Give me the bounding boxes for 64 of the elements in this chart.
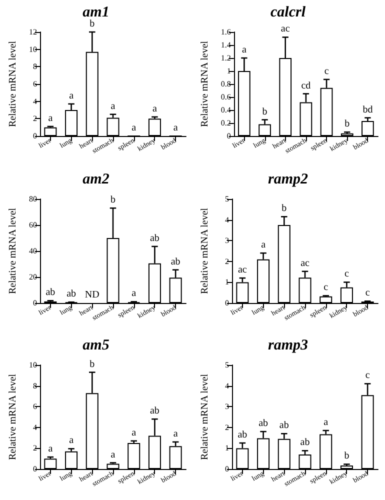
- annotation: ab: [300, 438, 310, 449]
- annotation: c: [365, 370, 370, 382]
- annotation: a: [173, 122, 178, 134]
- y-tick-label: 0.8: [220, 80, 231, 88]
- chart-title: ramp2: [268, 171, 308, 188]
- annotation: c: [344, 268, 350, 280]
- annotation: ab: [150, 232, 160, 244]
- chart-title: ramp3: [268, 338, 308, 354]
- y-tick-label: 20: [29, 272, 37, 282]
- y-tick-label: 12: [29, 28, 37, 36]
- annotation: a: [69, 90, 74, 102]
- y-tick-label: 40: [29, 246, 37, 256]
- annotation: b: [344, 451, 350, 462]
- y-axis-title: Relative mRNA level: [200, 40, 210, 128]
- y-tick-label: 80: [29, 194, 37, 204]
- y-axis-title: Relative mRNA level: [8, 40, 18, 128]
- annotation: a: [324, 417, 329, 428]
- annotation: a: [48, 112, 54, 124]
- annotation: bd: [362, 104, 373, 116]
- annotation: b: [90, 18, 95, 30]
- annotation: c: [324, 66, 330, 77]
- y-tick-label: 0.6: [220, 92, 231, 102]
- annotation: a: [261, 239, 266, 250]
- y-axis-title: Relative mRNA level: [8, 374, 18, 460]
- annotation: b: [90, 359, 95, 370]
- annotation: a: [152, 103, 158, 114]
- annotation: a: [110, 450, 116, 461]
- chart-title: am2: [82, 171, 110, 188]
- annotation: ab: [46, 286, 56, 298]
- annotation: a: [110, 100, 116, 112]
- annotation: ab: [258, 418, 268, 430]
- y-axis-title: Relative mRNA level: [8, 207, 18, 294]
- annotation: ac: [238, 264, 248, 276]
- y-tick-label: 1.2: [220, 54, 231, 62]
- annotation: c: [324, 282, 329, 293]
- annotation: a: [48, 444, 54, 455]
- annotation: ND: [84, 289, 100, 300]
- annotation: b: [110, 194, 116, 206]
- annotation: a: [242, 44, 247, 56]
- annotation: cd: [301, 80, 311, 92]
- annotation: ab: [238, 430, 248, 441]
- annotation: a: [132, 122, 137, 134]
- annotation: a: [69, 436, 74, 447]
- annotation: ac: [280, 24, 290, 35]
- annotation: b: [282, 202, 287, 214]
- annotation: ab: [279, 420, 289, 432]
- annotation: ac: [300, 258, 310, 269]
- chart-title: calcrl: [270, 4, 306, 20]
- annotation: a: [132, 428, 137, 439]
- annotation: a: [173, 428, 178, 440]
- chart-title: am1: [82, 4, 110, 20]
- annotation: ab: [170, 256, 180, 268]
- annotation: c: [365, 287, 370, 298]
- y-tick-label: 0.2: [220, 118, 231, 128]
- y-axis-title: Relative mRNA level: [200, 207, 210, 294]
- y-axis-title: Relative mRNA level: [200, 374, 210, 460]
- y-tick-label: 60: [29, 220, 37, 230]
- annotation: ab: [66, 288, 76, 300]
- annotation: ab: [150, 406, 160, 417]
- annotation: b: [344, 118, 350, 130]
- annotation: a: [132, 288, 137, 299]
- y-tick-label: 1.6: [220, 28, 231, 36]
- chart-title: am5: [82, 338, 110, 354]
- annotation: b: [262, 106, 268, 118]
